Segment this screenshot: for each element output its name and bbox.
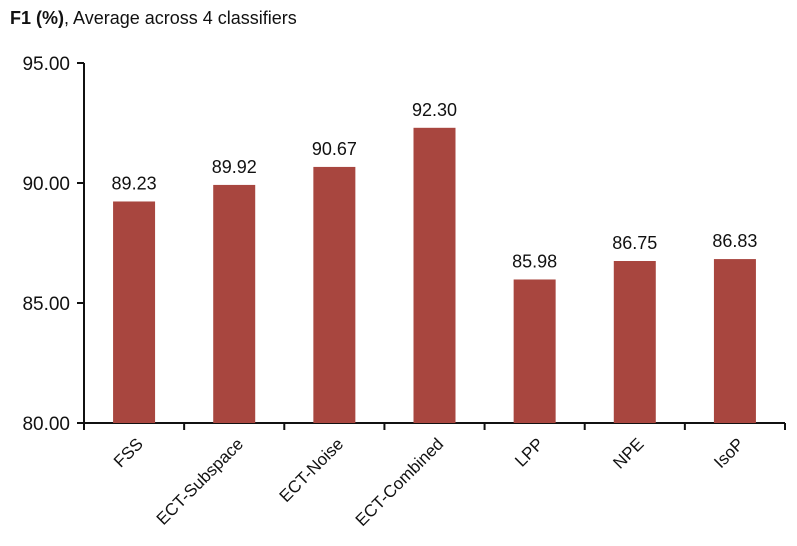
y-tick-label: 85.00	[22, 294, 70, 315]
bar	[313, 166, 356, 424]
y-tick-label: 95.00	[22, 54, 70, 75]
data-label: 90.67	[312, 139, 357, 159]
bar	[613, 261, 656, 423]
category-label: ECT-Subspace	[153, 434, 247, 528]
bar	[213, 184, 256, 423]
bar	[713, 259, 756, 423]
data-label: 92.30	[412, 100, 457, 120]
data-label: 85.98	[512, 251, 557, 271]
bar	[413, 127, 456, 424]
data-label: 89.92	[212, 157, 257, 177]
category-label: NPE	[609, 434, 647, 472]
data-label: 86.75	[612, 233, 657, 253]
chart-title-bold: F1 (%)	[10, 8, 64, 28]
category-label: ECT-Noise	[276, 434, 348, 506]
chart-title: F1 (%), Average across 4 classifiers	[10, 8, 297, 29]
data-label: 86.83	[712, 231, 757, 251]
chart-title-rest: , Average across 4 classifiers	[64, 8, 297, 28]
bar	[113, 201, 156, 423]
bar	[513, 279, 556, 423]
bars	[113, 127, 756, 424]
axes: 80.00 85.00 90.00 95.00	[22, 54, 786, 435]
data-label: 89.23	[112, 173, 157, 193]
category-label: ECT-Combined	[352, 434, 448, 530]
category-label: LPP	[511, 434, 547, 470]
category-label: IsoP	[710, 434, 747, 471]
y-tick-label: 90.00	[22, 174, 70, 195]
category-label: FSS	[110, 434, 147, 471]
y-tick-label: 80.00	[22, 414, 70, 435]
